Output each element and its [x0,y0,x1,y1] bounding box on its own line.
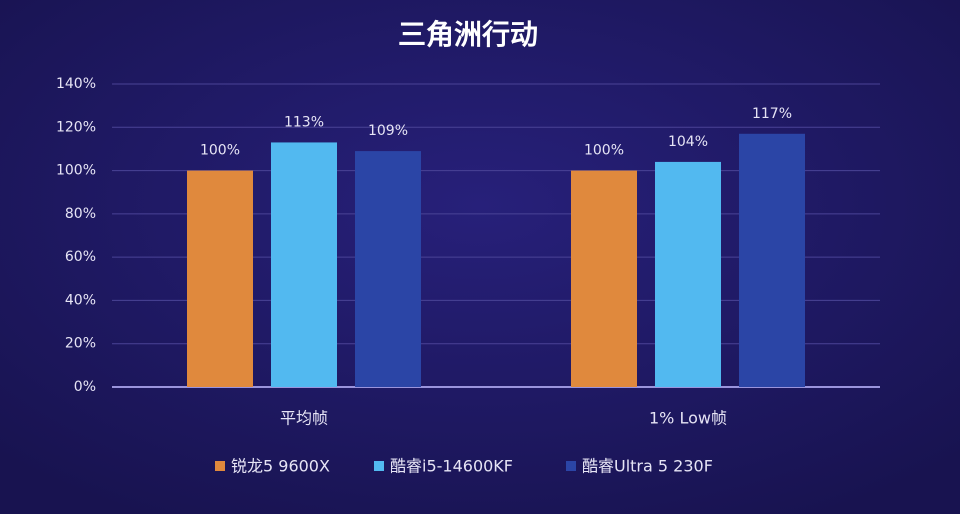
value-label: 113% [284,114,324,130]
legend-marker [215,461,225,471]
bar [187,170,253,387]
legend-label: 锐龙5 9600X [231,457,330,476]
bar [271,142,337,387]
chart-title: 三角洲行动 [398,18,538,51]
value-label: 109% [368,123,408,139]
legend-label: 酷睿Ultra 5 230F [582,457,713,476]
y-tick-label: 40% [65,292,96,308]
y-tick-label: 20% [65,336,96,352]
x-tick-label: 1% Low帧 [649,409,727,428]
legend-marker [374,461,384,471]
y-tick-label: 60% [65,249,96,265]
y-tick-label: 120% [56,119,96,135]
value-label: 117% [752,106,792,122]
y-tick-label: 140% [56,76,96,92]
y-tick-label: 80% [65,206,96,222]
y-tick-label: 0% [74,379,96,395]
value-label: 100% [200,143,240,159]
value-label: 100% [584,143,624,159]
legend-marker [566,461,576,471]
bar [571,170,637,387]
value-label: 104% [668,134,708,150]
bar [355,151,421,387]
bar [655,161,721,387]
bar [739,133,805,387]
legend-label: 酷睿i5-14600KF [390,457,513,476]
y-tick-label: 100% [56,163,96,179]
x-tick-label: 平均帧 [280,409,328,428]
